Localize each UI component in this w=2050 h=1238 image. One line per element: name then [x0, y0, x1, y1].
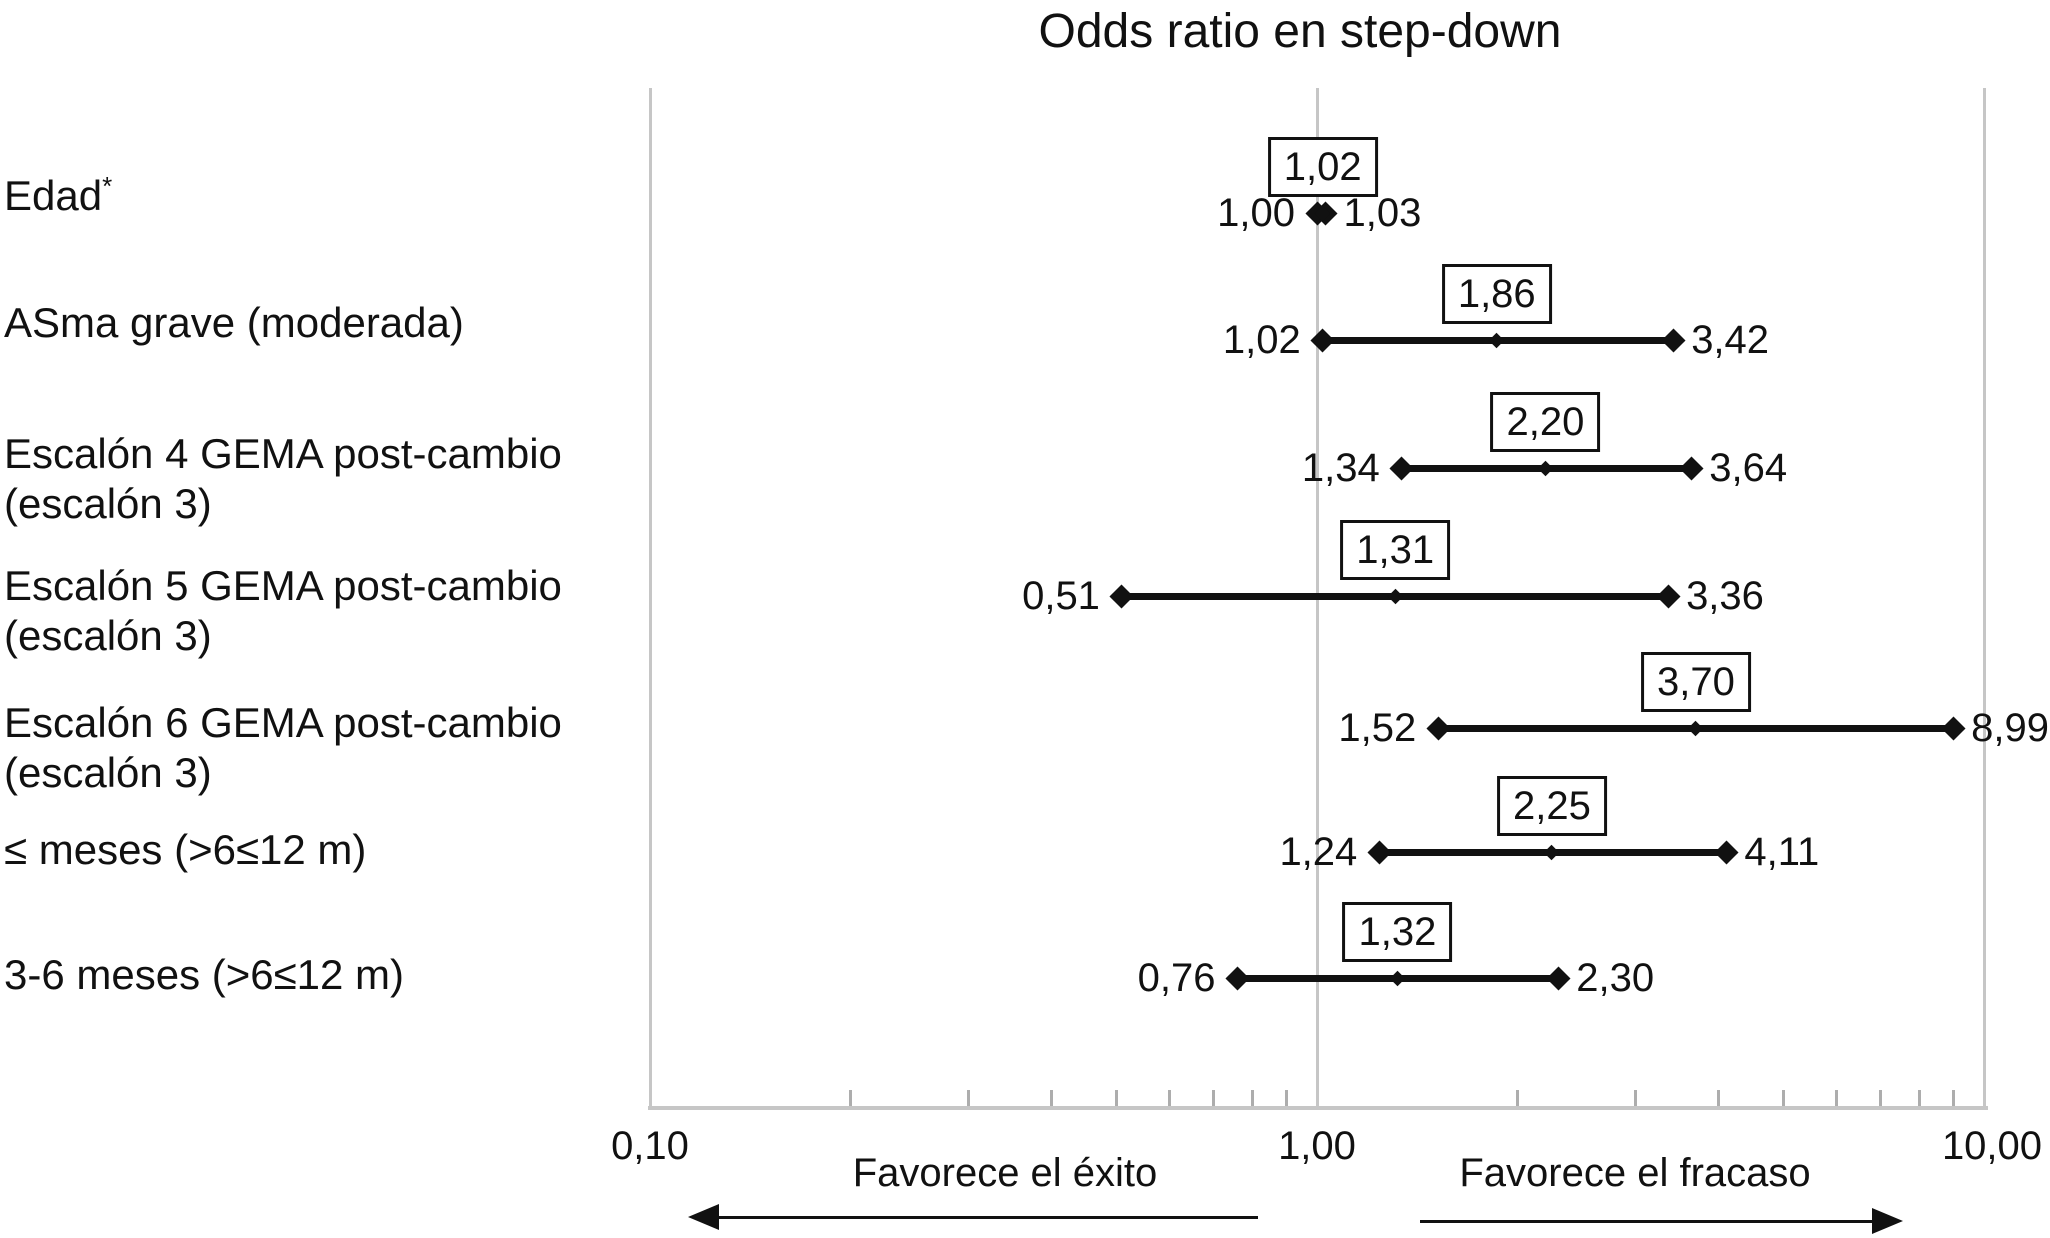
- ci-low-value: 0,51: [1022, 574, 1100, 618]
- x-axis-tick: [1834, 1090, 1838, 1106]
- point-estimate-marker: [1389, 970, 1406, 986]
- ci-high-value: 3,36: [1686, 574, 1764, 618]
- ci-high-value: 8,99: [1971, 706, 2050, 750]
- row-label-text: Edad: [4, 172, 103, 219]
- ci-high-value: 2,30: [1576, 956, 1655, 1000]
- ci-low-value: 0,76: [1137, 956, 1216, 1000]
- x-tick-label-min: 0,10: [611, 1124, 689, 1168]
- x-axis-tick: [849, 1090, 853, 1106]
- x-axis-tick: [1917, 1090, 1921, 1106]
- or-value-box: 1,32: [1342, 902, 1453, 962]
- ci-marker-high: [1661, 327, 1686, 353]
- favors-failure-label: Favorece el fracaso: [1459, 1151, 1811, 1195]
- x-axis-tick: [1250, 1090, 1254, 1106]
- row-label: ASma grave (moderada): [4, 298, 464, 348]
- axis-frame-right: [1983, 88, 1986, 1108]
- ci-marker-low: [1109, 583, 1134, 609]
- x-axis-tick: [1212, 1090, 1216, 1106]
- point-estimate-marker: [1488, 332, 1505, 348]
- ci-marker-low: [1367, 839, 1392, 865]
- ci-high-value: 3,42: [1691, 318, 1770, 362]
- ci-marker-high: [1546, 965, 1571, 991]
- x-axis-tick: [1781, 1090, 1785, 1106]
- or-value-box: 1,31: [1340, 520, 1451, 580]
- or-value-box: 2,20: [1490, 392, 1601, 452]
- or-value-box: 3,70: [1641, 652, 1751, 712]
- arrow-left-shaft: [714, 1216, 1258, 1219]
- x-axis-tick: [966, 1090, 970, 1106]
- ci-low-value: 1,34: [1301, 446, 1380, 490]
- chart-title: Odds ratio en step-down: [1038, 5, 1562, 58]
- point-estimate-marker: [1387, 588, 1403, 604]
- row-label-text: ≤ meses (>6≤12 m): [4, 826, 367, 873]
- row-label-text: Escalón 5 GEMA post-cambio (escalón 3): [4, 562, 562, 659]
- ci-marker-high: [1941, 715, 1966, 741]
- row-label-superscript: *: [102, 171, 113, 201]
- point-estimate-marker: [1544, 844, 1560, 860]
- ci-low-value: 1,52: [1338, 706, 1417, 750]
- ci-high-value: 3,64: [1709, 446, 1788, 490]
- ci-low-value: 1,24: [1279, 830, 1358, 874]
- row-label-text: ASma grave (moderada): [4, 299, 464, 346]
- ci-marker-low: [1426, 715, 1451, 741]
- x-axis-tick: [1633, 1090, 1637, 1106]
- row-label: Escalón 5 GEMA post-cambio (escalón 3): [4, 561, 562, 661]
- x-axis-tick: [1284, 1090, 1288, 1106]
- ci-marker-low: [1225, 965, 1250, 991]
- row-label-text: Escalón 4 GEMA post-cambio (escalón 3): [4, 430, 562, 527]
- row-label: ≤ meses (>6≤12 m): [4, 825, 366, 875]
- ci-marker-high: [1656, 583, 1681, 609]
- ci-marker-low: [1389, 455, 1414, 481]
- x-axis-line: [648, 1106, 1988, 1110]
- axis-frame-left: [649, 88, 652, 1108]
- point-estimate-marker: [1688, 720, 1704, 736]
- or-value-box: 1,02: [1267, 137, 1378, 197]
- x-axis-tick: [1516, 1090, 1520, 1106]
- ci-marker-low: [1310, 327, 1335, 353]
- ci-low-value: 1,00: [1217, 191, 1295, 235]
- x-axis-tick: [1879, 1090, 1883, 1106]
- row-label: Edad*: [4, 161, 112, 221]
- row-label-text: Escalón 6 GEMA post-cambio (escalón 3): [4, 699, 562, 796]
- row-label-text: 3-6 meses (>6≤12 m): [4, 951, 405, 998]
- ci-high-value: 4,11: [1744, 830, 1820, 874]
- arrow-left-icon: [688, 1204, 719, 1230]
- or-value-box: 1,86: [1441, 264, 1552, 324]
- x-tick-label-max: 10,00: [1941, 1124, 2043, 1168]
- arrow-right-icon: [1872, 1208, 1903, 1234]
- point-estimate-marker: [1537, 460, 1554, 476]
- ci-marker-high: [1714, 839, 1739, 865]
- row-label: Escalón 4 GEMA post-cambio (escalón 3): [4, 429, 562, 529]
- x-axis-tick: [1717, 1090, 1721, 1106]
- ci-marker-high: [1679, 455, 1704, 481]
- x-tick-label-mid: 1,00: [1278, 1124, 1356, 1168]
- x-axis-tick: [1050, 1090, 1054, 1106]
- ci-high-value: 1,03: [1343, 191, 1422, 235]
- ci-low-value: 1,02: [1222, 318, 1301, 362]
- or-value-box: 2,25: [1496, 776, 1607, 836]
- x-axis-tick: [1167, 1090, 1171, 1106]
- row-label: 3-6 meses (>6≤12 m): [4, 950, 404, 1000]
- row-label: Escalón 6 GEMA post-cambio (escalón 3): [4, 698, 562, 798]
- x-axis-tick: [1951, 1090, 1955, 1106]
- favors-success-label: Favorece el éxito: [852, 1151, 1158, 1195]
- arrow-right-shaft: [1420, 1220, 1876, 1223]
- x-axis-tick: [1114, 1090, 1118, 1106]
